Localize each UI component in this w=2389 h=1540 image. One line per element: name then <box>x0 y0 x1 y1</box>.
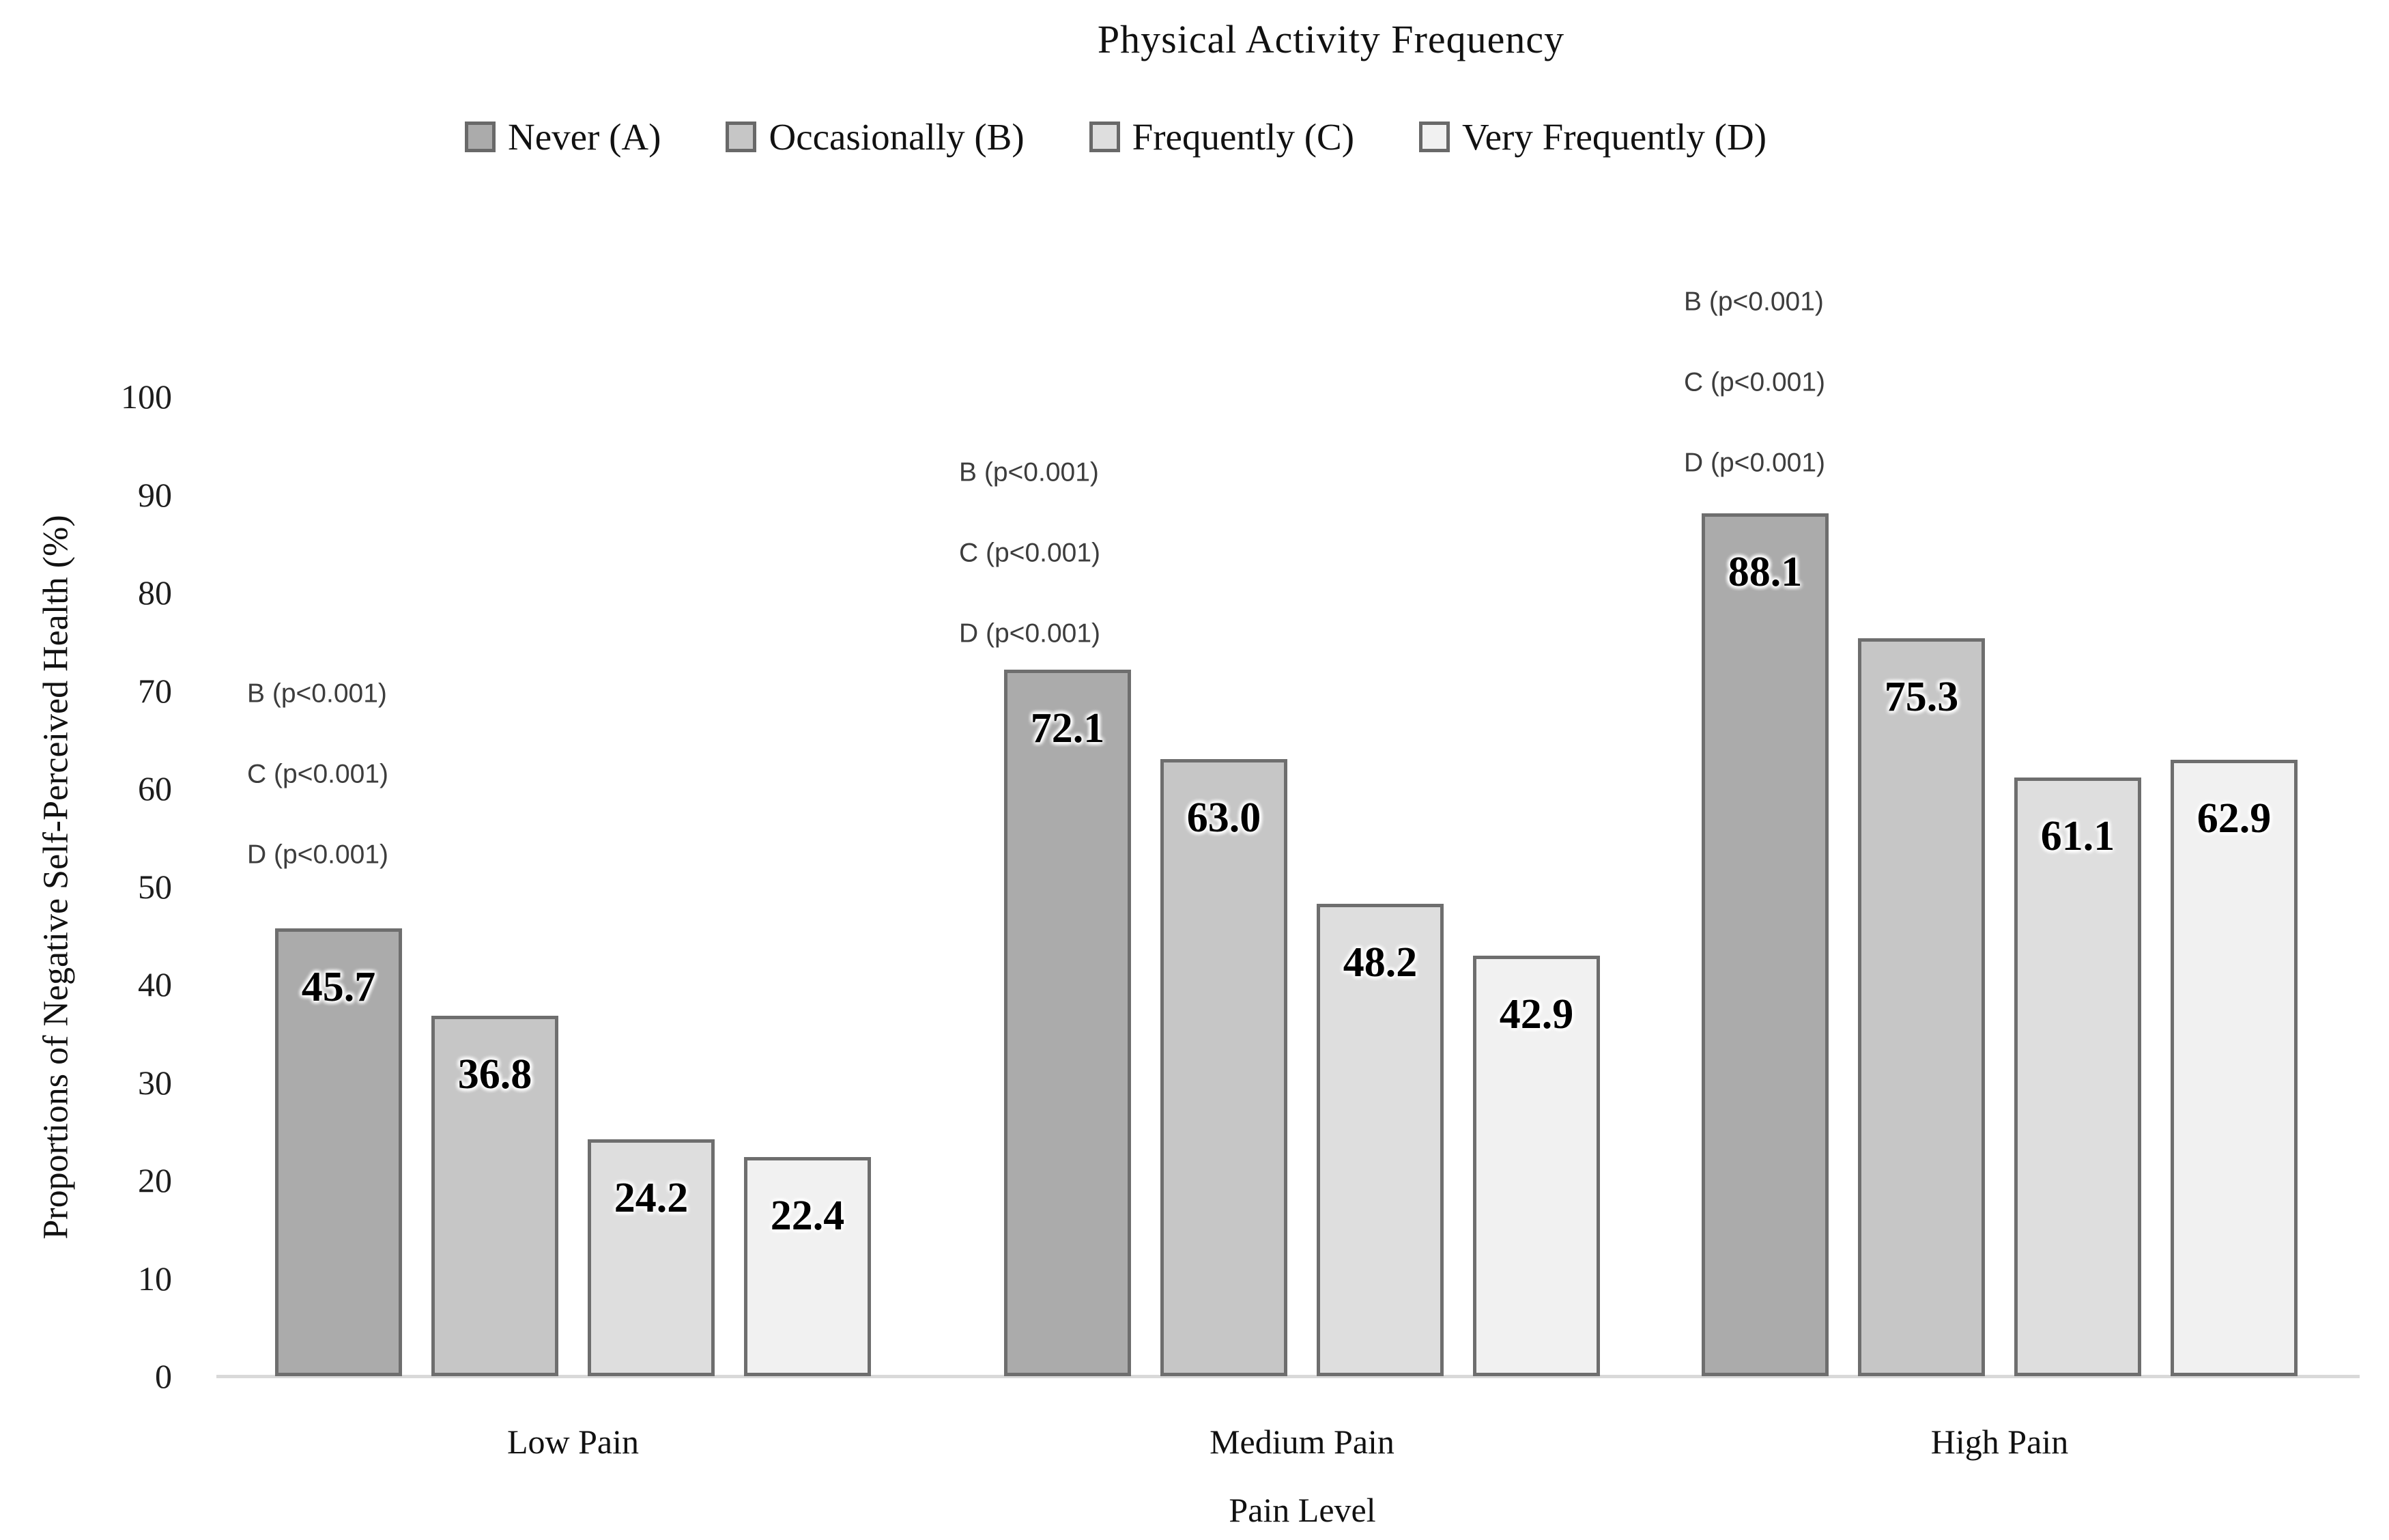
bar-very-frequently-d-high-pain: 62.9 <box>2171 760 2298 1376</box>
y-tick-label: 70 <box>138 671 172 710</box>
x-category-label-medium-pain: Medium Pain <box>1210 1423 1394 1461</box>
x-category-label-low-pain: Low Pain <box>506 1423 640 1461</box>
y-tick-label: 20 <box>138 1161 172 1199</box>
y-tick-label: 10 <box>138 1259 172 1298</box>
bar-frequently-c-low-pain: 24.2 <box>588 1139 715 1376</box>
y-tick-label: 80 <box>138 573 172 612</box>
significance-annotation-medium-pain-1: B (p<0.001) <box>959 457 1099 487</box>
legend-item-occasionally-b: Occasionally (B) <box>726 115 1025 158</box>
bar-occasionally-b-low-pain: 36.8 <box>431 1015 558 1376</box>
chart-title: Physical Activity Frequency <box>1097 17 1565 61</box>
significance-annotation-low-pain-1: B (p<0.001) <box>247 679 387 709</box>
significance-annotation-high-pain-2: C (p<0.001) <box>1684 367 1826 397</box>
significance-annotation-low-pain-2: C (p<0.001) <box>247 759 389 789</box>
bar-value-label: 63.0 <box>1186 794 1261 841</box>
bar-value-label: 75.3 <box>1884 674 1959 721</box>
y-tick-label: 100 <box>121 377 172 416</box>
significance-annotation-low-pain-3: D (p<0.001) <box>247 840 389 870</box>
y-tick-label: 40 <box>138 965 172 1003</box>
y-tick-label: 90 <box>138 475 172 514</box>
bar-frequently-c-high-pain: 61.1 <box>2014 778 2141 1376</box>
y-tick-label: 0 <box>155 1357 172 1395</box>
x-axis-line <box>216 1375 2360 1378</box>
bar-value-label: 45.7 <box>301 964 376 1011</box>
legend-label-occasionally-b: Occasionally (B) <box>769 115 1025 158</box>
bar-value-label: 62.9 <box>2197 795 2272 842</box>
legend: Never (A) Occasionally (B) Frequently (C) V… <box>465 109 1766 164</box>
bar-never-a-medium-pain: 72.1 <box>1004 670 1131 1376</box>
bar-value-label: 36.8 <box>457 1051 532 1098</box>
legend-label-never-a: Never (A) <box>508 115 661 158</box>
legend-label-very-frequently-d: Very Frequently (D) <box>1462 115 1767 158</box>
bar-value-label: 22.4 <box>770 1192 845 1239</box>
bar-very-frequently-d-medium-pain: 42.9 <box>1473 956 1600 1376</box>
bar-never-a-high-pain: 88.1 <box>1702 513 1829 1376</box>
bar-value-label: 61.1 <box>2040 813 2115 860</box>
y-tick-label: 60 <box>138 769 172 808</box>
bar-occasionally-b-high-pain: 75.3 <box>1858 638 1985 1376</box>
x-axis-title: Pain Level <box>1229 1491 1376 1529</box>
significance-annotation-high-pain-1: B (p<0.001) <box>1684 287 1824 317</box>
x-category-label-high-pain: High Pain <box>1930 1423 2069 1461</box>
y-tick-label: 50 <box>138 867 172 906</box>
bar-value-label: 88.1 <box>1728 548 1803 595</box>
significance-annotation-medium-pain-2: C (p<0.001) <box>959 538 1101 568</box>
significance-annotation-medium-pain-3: D (p<0.001) <box>959 618 1101 648</box>
bar-never-a-low-pain: 45.7 <box>275 928 402 1376</box>
legend-swatch-frequently-c <box>1089 121 1120 152</box>
legend-label-frequently-c: Frequently (C) <box>1132 115 1355 158</box>
y-tick-label: 30 <box>138 1063 172 1102</box>
legend-swatch-occasionally-b <box>726 121 757 152</box>
bar-value-label: 24.2 <box>614 1174 689 1221</box>
significance-annotation-high-pain-3: D (p<0.001) <box>1684 448 1826 478</box>
legend-item-never-a: Never (A) <box>465 115 661 158</box>
bar-value-label: 48.2 <box>1343 939 1418 986</box>
bar-occasionally-b-medium-pain: 63.0 <box>1160 758 1287 1376</box>
legend-item-frequently-c: Frequently (C) <box>1089 115 1354 158</box>
legend-swatch-never-a <box>465 121 496 152</box>
legend-swatch-very-frequently-d <box>1419 121 1450 152</box>
bar-frequently-c-medium-pain: 48.2 <box>1317 904 1444 1376</box>
legend-item-very-frequently-d: Very Frequently (D) <box>1419 115 1766 158</box>
bar-very-frequently-d-low-pain: 22.4 <box>744 1156 871 1376</box>
bar-value-label: 42.9 <box>1499 991 1574 1038</box>
bar-value-label: 72.1 <box>1030 705 1105 752</box>
